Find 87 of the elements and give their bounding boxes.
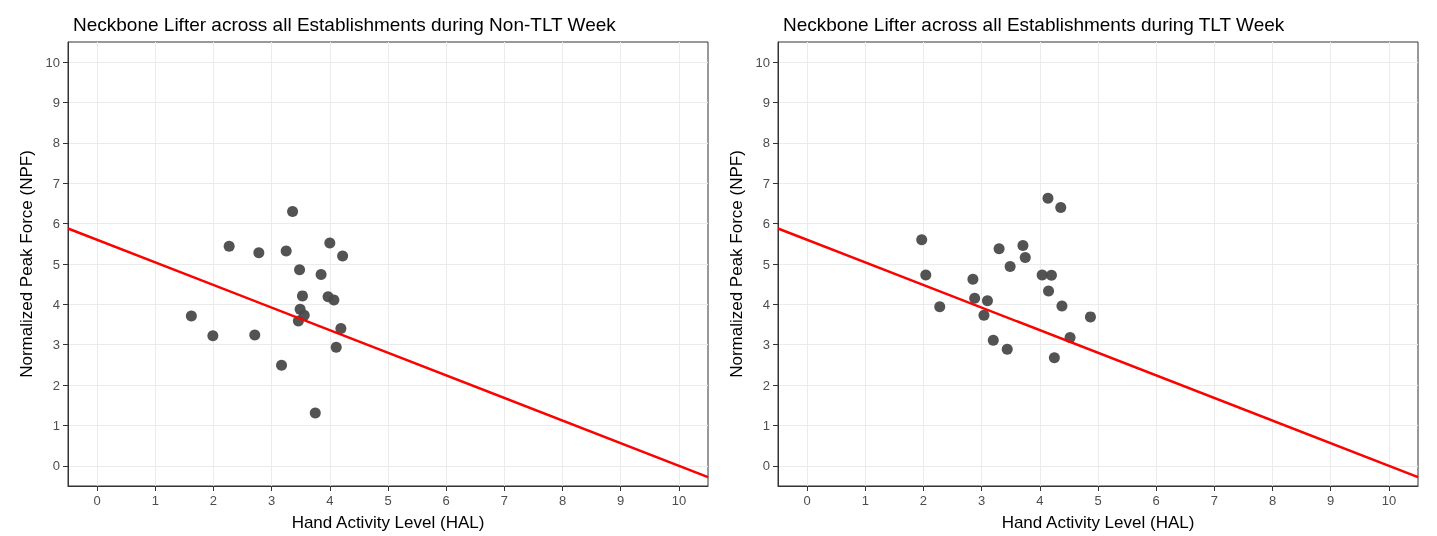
point (967, 273, 979, 285)
point (1043, 285, 1055, 297)
x-tick-label: 7 (1210, 493, 1218, 508)
y-tick-label: 2 (762, 377, 770, 393)
point (987, 334, 999, 346)
x-tick-label: 2 (209, 493, 218, 508)
x-tick-label: 4 (1036, 493, 1044, 508)
x-tick-label: 3 (268, 493, 276, 508)
y-tick-label: 4 (52, 296, 60, 312)
x-tick-label: 8 (558, 493, 567, 508)
x-tick-label: 0 (93, 493, 101, 508)
x-tick-label: 8 (1268, 493, 1277, 508)
y-tick-label: 0 (52, 458, 60, 474)
point (287, 206, 299, 218)
y-tick-label: 8 (762, 135, 770, 151)
point (920, 269, 932, 281)
x-tick-label: 5 (1094, 493, 1102, 508)
y-tick-label: 3 (52, 337, 60, 353)
point (330, 341, 342, 353)
y-tick-label: 6 (52, 216, 60, 232)
chart-title: Neckbone Lifter across all Establishments during TLT Week (783, 14, 1285, 35)
point (294, 264, 306, 276)
y-tick-label: 10 (755, 54, 770, 70)
y-tick-label: 2 (52, 377, 60, 393)
point (1019, 252, 1031, 264)
point (981, 295, 993, 307)
point (223, 240, 235, 252)
point (276, 359, 288, 371)
point (916, 234, 928, 246)
point (978, 309, 990, 321)
x-tick-label: 5 (384, 493, 392, 508)
point (1048, 352, 1060, 364)
x-tick-label: 2 (919, 493, 928, 508)
point (969, 292, 981, 304)
point (309, 407, 321, 419)
point (253, 247, 265, 259)
point (1001, 343, 1013, 355)
x-tick-label: 7 (500, 493, 508, 508)
x-tick-label: 6 (1152, 493, 1160, 508)
point (1042, 192, 1054, 204)
point (315, 269, 327, 280)
point (1055, 201, 1067, 213)
y-tick-label: 9 (762, 95, 770, 111)
point (1045, 269, 1057, 281)
x-tick-label: 10 (671, 493, 687, 508)
point (324, 237, 336, 249)
point (337, 250, 349, 262)
y-tick-label: 1 (52, 417, 60, 433)
y-tick-label: 5 (52, 256, 60, 272)
y-tick-label: 6 (762, 216, 770, 232)
y-tick-label: 3 (762, 337, 770, 353)
point (249, 329, 261, 341)
x-tick-label: 4 (326, 493, 334, 508)
point (207, 330, 219, 342)
chart-title: Neckbone Lifter across all Establishments during Non-TLT Week (73, 14, 617, 35)
x-tick-label: 3 (978, 493, 986, 508)
x-tick-label: 9 (617, 493, 625, 508)
x-tick-label: 0 (803, 493, 811, 508)
y-tick-label: 9 (52, 95, 60, 111)
point (1084, 311, 1096, 323)
point (1056, 300, 1068, 312)
point (280, 245, 292, 257)
point (335, 323, 347, 335)
x-tick-label: 6 (442, 493, 450, 508)
x-tick-label: 1 (151, 493, 159, 508)
x-tick-label: 1 (861, 493, 869, 508)
point (328, 294, 340, 306)
y-tick-label: 7 (762, 175, 770, 191)
x-tick-label: 9 (1327, 493, 1335, 508)
y-axis-title: Normalized Peak Force (NPF) (16, 150, 36, 378)
point (1004, 260, 1016, 272)
point (993, 243, 1005, 255)
point (1017, 239, 1029, 251)
y-tick-label: 7 (52, 175, 60, 191)
point (185, 310, 197, 322)
y-tick-label: 4 (762, 296, 770, 312)
x-axis-title: Hand Activity Level (HAL) (1001, 513, 1195, 532)
y-axis-title: Normalized Peak Force (NPF) (726, 150, 746, 378)
y-tick-label: 10 (45, 54, 60, 70)
y-tick-label: 5 (762, 256, 770, 272)
x-axis-title: Hand Activity Level (HAL) (291, 513, 485, 532)
y-tick-label: 8 (52, 135, 60, 151)
point (296, 290, 308, 302)
y-tick-label: 1 (762, 417, 770, 433)
point (934, 301, 946, 313)
x-tick-label: 10 (1381, 493, 1397, 508)
y-tick-label: 0 (762, 458, 770, 474)
